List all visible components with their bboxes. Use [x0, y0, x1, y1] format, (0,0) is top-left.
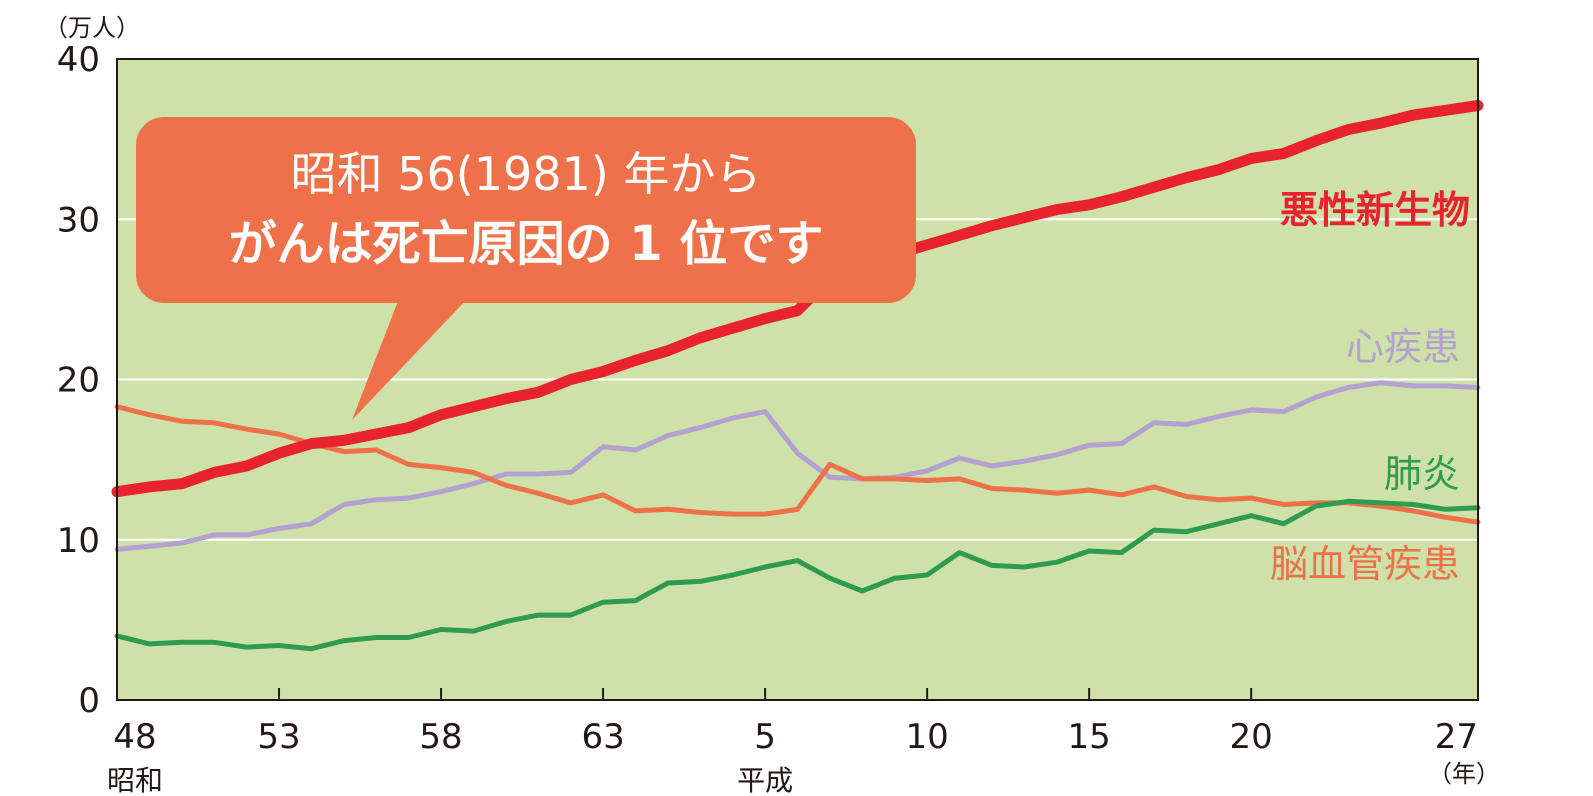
series-label-heart: 心疾患: [1346, 325, 1460, 369]
x-axis-ticks: 48 昭和 53 58 63 5 平成 10 15 20 27: [107, 688, 1479, 796]
y-tick-label: 30: [57, 200, 100, 240]
series-lines: [111, 100, 1484, 652]
x-tick-label: 27: [1435, 717, 1478, 757]
callout: 昭和 56(1981) 年から がんは死亡原因の 1 位です: [136, 117, 916, 420]
x-tick-label: 5: [754, 717, 776, 757]
y-tick-label: 40: [57, 40, 100, 80]
series-label-pneumonia: 肺炎: [1384, 452, 1460, 496]
x-tick-label: 63: [581, 717, 624, 757]
series-label-cancer: 悪性新生物: [1280, 188, 1470, 232]
x-axis-unit: （年）: [1428, 760, 1500, 788]
series-line-stroke: [114, 404, 1481, 525]
x-era-label: 昭和: [107, 764, 163, 796]
plot-frame: [116, 58, 1479, 701]
x-tick-label: 15: [1068, 717, 1111, 757]
series-line-heart-disease: [114, 380, 1481, 552]
x-tick-label: 10: [905, 717, 948, 757]
x-tick-label: 53: [257, 717, 300, 757]
series-line-cancer: [111, 100, 1484, 498]
x-era-label: 平成: [737, 764, 793, 796]
y-tick-label: 0: [78, 681, 100, 721]
x-tick-label: 48: [113, 717, 156, 757]
series-label-stroke: 脳血管疾患: [1270, 542, 1460, 586]
callout-line-2: がんは死亡原因の 1 位です: [229, 216, 824, 272]
callout-pointer: [352, 296, 470, 420]
callout-box: [136, 117, 916, 303]
callout-line-1: 昭和 56(1981) 年から: [291, 147, 762, 201]
y-tick-label: 10: [57, 521, 100, 561]
y-axis-unit: （万人）: [44, 14, 140, 42]
series-line-pneumonia: [114, 498, 1481, 652]
x-tick-label: 58: [419, 717, 462, 757]
y-tick-label: 20: [57, 361, 100, 401]
y-axis-ticks: 0 10 20 30 40: [57, 40, 100, 721]
x-tick-label: 20: [1230, 717, 1273, 757]
